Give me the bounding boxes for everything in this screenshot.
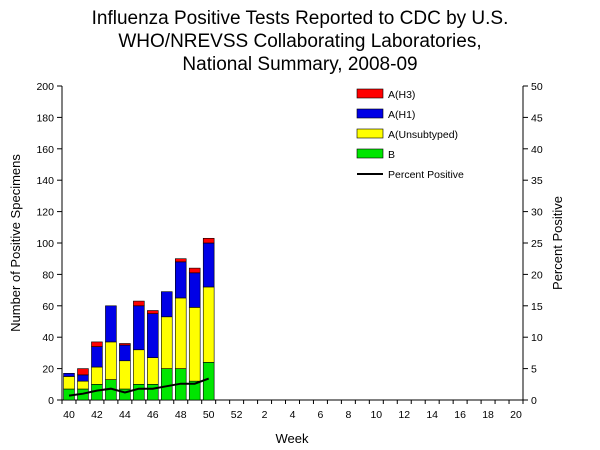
y-tick-label-left: 180 xyxy=(36,112,54,124)
y-tick-label-right: 25 xyxy=(531,238,543,250)
x-tick-label: 48 xyxy=(175,409,187,421)
x-tick-label: 4 xyxy=(290,409,296,421)
x-tick-label: 46 xyxy=(147,409,159,421)
bar-segment-a-unsubtyped xyxy=(105,341,117,380)
y-tick-label-left: 20 xyxy=(42,364,54,376)
bar-segment-b xyxy=(161,368,173,401)
legend-label-b: B xyxy=(388,149,395,161)
y-tick-label-right: 50 xyxy=(531,81,543,93)
bar-segment-a-unsubtyped xyxy=(174,297,187,369)
bar-segment-a-unsubtyped xyxy=(202,286,215,363)
bar-segment-a-h1 xyxy=(174,261,187,299)
y-tick-label-left: 100 xyxy=(36,238,54,250)
legend-swatch-b xyxy=(356,148,384,159)
y-tick-label-right: 30 xyxy=(531,207,543,219)
y-tick-label-right: 45 xyxy=(531,112,543,124)
bar-segment-a-h3 xyxy=(147,310,159,314)
bar-segment-a-unsubtyped xyxy=(147,357,159,385)
chart-title-line-3: National Summary, 2008-09 xyxy=(182,54,417,75)
chart-title: Influenza Positive Tests Reported to CDC… xyxy=(92,8,509,75)
x-tick-label: 42 xyxy=(91,409,103,421)
bar-segment-a-unsubtyped xyxy=(161,316,173,369)
legend-label-a-unsubtyped: A(Unsubtyped) xyxy=(388,129,458,141)
x-tick-label: 52 xyxy=(231,409,243,421)
x-tick-label: 40 xyxy=(63,409,75,421)
plot-area: 0 20 40 60 80 100 120 140 160 180 200 0 5 10 15 20 25 30 3… xyxy=(36,81,542,421)
bar-segment-a-h1 xyxy=(188,272,201,308)
x-tick-label: 16 xyxy=(454,409,466,421)
bar-segment-a-unsubtyped xyxy=(63,376,75,390)
bar-segment-a-h1 xyxy=(161,291,173,318)
y-tick-label-left: 80 xyxy=(42,269,54,281)
bar-segment-a-h3 xyxy=(91,341,103,347)
bar-segment-a-h1 xyxy=(105,305,117,343)
legend-swatch-a-h3 xyxy=(356,88,384,99)
legend-label-a-h1: A(H1) xyxy=(388,109,415,121)
y-tick-label-right: 20 xyxy=(531,269,543,281)
x-tick-label: 14 xyxy=(426,409,438,421)
x-tick-label: 20 xyxy=(510,409,522,421)
x-tick-label: 18 xyxy=(482,409,494,421)
y-tick-label-left: 40 xyxy=(42,332,54,344)
y-tick-label-left: 200 xyxy=(36,81,54,93)
x-tick-label: 44 xyxy=(119,409,131,421)
bar-segment-a-h1 xyxy=(119,344,131,362)
legend: A(H3) A(H1) A(Unsubtyped) B Percent Positive xyxy=(356,88,464,181)
bar-segment-a-h3 xyxy=(77,368,89,376)
y-tick-label-right: 15 xyxy=(531,301,543,313)
x-tick-label: 10 xyxy=(370,409,382,421)
bar-segment-a-unsubtyped xyxy=(91,366,103,385)
bar-segment-a-h1 xyxy=(63,373,75,377)
y-tick-label-left: 0 xyxy=(48,395,54,407)
bar-segment-a-unsubtyped xyxy=(77,380,89,390)
y-tick-label-right: 40 xyxy=(531,144,543,156)
bar-segment-a-h3 xyxy=(133,300,145,307)
x-tick-label: 50 xyxy=(203,409,215,421)
x-tick-label: 6 xyxy=(318,409,324,421)
bar-segment-a-h1 xyxy=(77,374,89,382)
bar-segment-a-h3 xyxy=(188,267,201,274)
bar-segment-a-h1 xyxy=(147,313,159,358)
bar-segment-a-h1 xyxy=(133,305,145,351)
percent-positive-line xyxy=(68,377,210,397)
x-tick-label: 12 xyxy=(398,409,410,421)
legend-label-percent-positive: Percent Positive xyxy=(388,169,464,181)
y-tick-label-right: 5 xyxy=(531,364,537,376)
x-tick-label: 2 xyxy=(262,409,268,421)
y-tick-label-right: 10 xyxy=(531,332,543,344)
bar-segment-a-h1 xyxy=(91,346,103,368)
y-tick-label-left: 160 xyxy=(36,144,54,156)
y-tick-label-left: 120 xyxy=(36,207,54,219)
y-tick-label-right: 0 xyxy=(531,395,537,407)
bar-segment-b xyxy=(133,383,145,401)
chart-title-line-2: WHO/NREVSS Collaborating Laboratories, xyxy=(118,31,481,52)
bar-segment-b xyxy=(202,362,215,401)
legend-swatch-a-h1 xyxy=(356,108,384,119)
bar-segment-a-h3 xyxy=(202,237,215,244)
bar-segment-a-unsubtyped xyxy=(133,349,145,385)
x-axis-title: Week xyxy=(276,431,309,446)
x-tick-label: 8 xyxy=(345,409,351,421)
y-axis-left-title: Number of Positive Specimens xyxy=(8,154,23,332)
y-axis-right-title: Percent Positive xyxy=(550,196,565,290)
legend-swatch-a-unsubtyped xyxy=(356,128,384,139)
bar-segment-a-unsubtyped xyxy=(188,307,201,382)
y-tick-label-right: 35 xyxy=(531,175,543,187)
bar-segment-a-h3 xyxy=(119,343,131,346)
chart-title-line-1: Influenza Positive Tests Reported to CDC… xyxy=(92,8,509,29)
bar-segment-a-unsubtyped xyxy=(119,360,131,390)
bar-segment-b xyxy=(147,383,159,401)
bar-segment-a-h3 xyxy=(174,258,187,263)
bar-segment-a-h1 xyxy=(202,242,215,288)
y-tick-label-left: 140 xyxy=(36,175,54,187)
legend-label-a-h3: A(H3) xyxy=(388,89,415,101)
y-tick-label-left: 60 xyxy=(42,301,54,313)
